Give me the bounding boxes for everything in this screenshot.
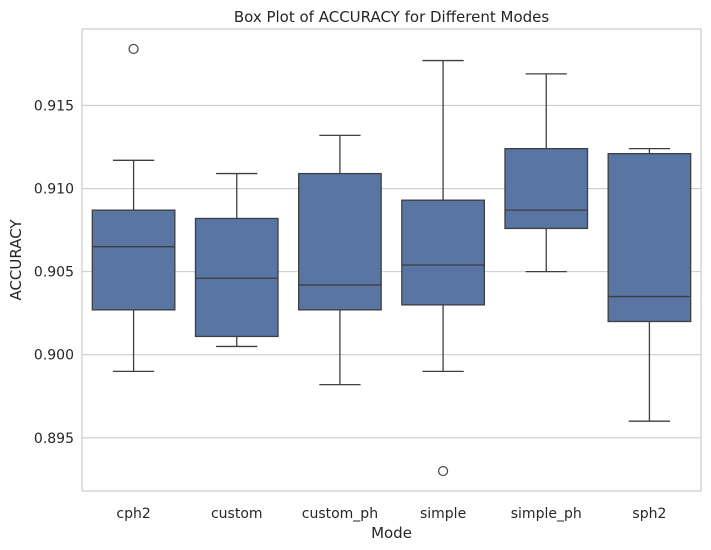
grid-layer (82, 104, 701, 439)
y-tick-label: 0.900 (34, 348, 74, 364)
x-tick-label: custom_ph (302, 506, 378, 522)
outlier-point (128, 43, 139, 55)
x-tick-label: cph2 (116, 506, 150, 522)
x-tick-label: sph2 (632, 506, 666, 522)
iqr-box (297, 172, 382, 311)
plot-frame (81, 28, 702, 492)
outlier-point (437, 465, 449, 477)
x-tick-label: simple (420, 506, 466, 522)
chart-title: Box Plot of ACCURACY for Different Modes (234, 8, 550, 26)
plot-background (82, 29, 701, 491)
box-group-custom (194, 172, 279, 348)
box-group-simple (401, 59, 486, 477)
y-tick-label: 0.915 (34, 98, 74, 114)
y-tick-label: 0.905 (34, 265, 74, 281)
x-axis-label: Mode (371, 524, 412, 542)
x-tick-labels: cph2 custom custom_ph simple simple_ph sph2 (116, 506, 666, 522)
box-group-custom_ph (297, 134, 382, 386)
x-tick-label: custom (211, 506, 263, 522)
iqr-box (401, 199, 486, 306)
x-tick-label: simple_ph (511, 506, 582, 522)
box-group-simple_ph (504, 73, 589, 273)
box-group-cph2 (91, 43, 176, 372)
iqr-box (91, 209, 176, 311)
y-tick-label: 0.910 (34, 182, 74, 198)
box-layer (91, 43, 692, 477)
iqr-box (504, 148, 589, 230)
y-axis-label: ACCURACY (7, 219, 25, 301)
iqr-box (607, 152, 692, 323)
iqr-box (194, 217, 279, 338)
box-group-sph2 (607, 148, 692, 422)
y-tick-label: 0.895 (34, 431, 74, 447)
y-tick-labels: 0.895 0.900 0.905 0.910 0.915 (34, 98, 74, 446)
